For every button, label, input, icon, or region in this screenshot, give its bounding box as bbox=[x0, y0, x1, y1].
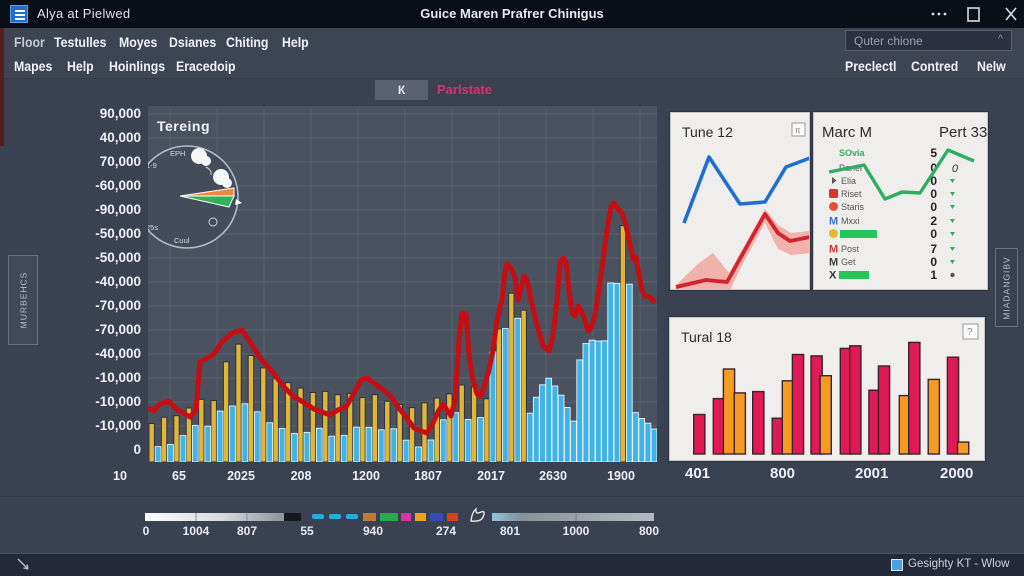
svg-text:M: M bbox=[829, 244, 838, 256]
svg-text:?: ? bbox=[967, 327, 973, 338]
svg-text:M: M bbox=[829, 216, 838, 228]
svg-text:Elia: Elia bbox=[841, 176, 856, 186]
svg-text:Pert 33: Pert 33 bbox=[939, 124, 987, 141]
svg-text:0: 0 bbox=[930, 255, 937, 269]
svg-text:1-9: 1-9 bbox=[148, 161, 157, 170]
svg-text:EPH: EPH bbox=[170, 149, 185, 158]
svg-text:Post: Post bbox=[841, 244, 860, 254]
svg-text:X: X bbox=[829, 270, 837, 282]
svg-text:807: 807 bbox=[237, 524, 257, 538]
svg-text:Cuul: Cuul bbox=[174, 236, 190, 245]
svg-text:7: 7 bbox=[930, 242, 937, 256]
svg-text:0: 0 bbox=[930, 187, 937, 201]
svg-text:1004: 1004 bbox=[183, 524, 210, 538]
svg-text:0: 0 bbox=[930, 200, 937, 214]
svg-text:0: 0 bbox=[952, 163, 959, 175]
svg-text:25s: 25s bbox=[148, 223, 158, 232]
svg-text:Tune 12: Tune 12 bbox=[682, 124, 733, 140]
svg-text:Mxxi: Mxxi bbox=[841, 216, 860, 226]
svg-text:55: 55 bbox=[300, 524, 314, 538]
svg-text:0: 0 bbox=[930, 227, 937, 241]
svg-text:π: π bbox=[795, 126, 801, 135]
svg-text:940: 940 bbox=[363, 524, 383, 538]
svg-text:Tural 18: Tural 18 bbox=[681, 329, 732, 345]
svg-text:1: 1 bbox=[930, 268, 937, 282]
svg-text:0: 0 bbox=[143, 524, 150, 538]
svg-text:801: 801 bbox=[500, 524, 520, 538]
svg-text:1000: 1000 bbox=[563, 524, 590, 538]
svg-text:274: 274 bbox=[436, 524, 456, 538]
svg-text:Riset: Riset bbox=[841, 189, 862, 199]
svg-text:2: 2 bbox=[930, 214, 937, 228]
svg-text:800: 800 bbox=[639, 524, 659, 538]
svg-text:Marc M: Marc M bbox=[822, 124, 872, 141]
svg-text:SOvia: SOvia bbox=[839, 148, 866, 158]
svg-text:0: 0 bbox=[930, 174, 937, 188]
svg-text:5: 5 bbox=[930, 146, 937, 160]
svg-text:M: M bbox=[829, 257, 838, 269]
svg-text:0: 0 bbox=[930, 161, 937, 175]
svg-text:Staris: Staris bbox=[841, 202, 865, 212]
svg-text:Get: Get bbox=[841, 257, 856, 267]
